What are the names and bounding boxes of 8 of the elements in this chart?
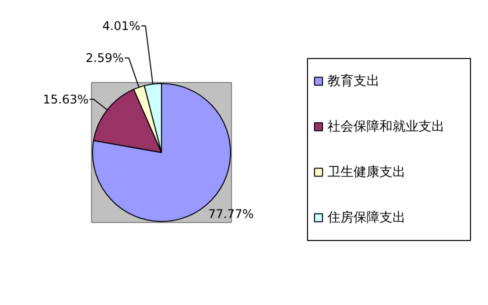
legend-label: 住房保障支出 (326, 209, 406, 226)
data-label: 15.63% (42, 92, 89, 106)
data-label: 2.59% (86, 50, 124, 65)
legend-label: 教育支出 (328, 72, 380, 89)
legend-label: 社会保障和就业支出 (328, 119, 444, 134)
legend-label: 卫生健康支出 (328, 164, 406, 180)
data-label: 77.77% (208, 206, 254, 221)
data-label: 4.01% (102, 18, 140, 33)
